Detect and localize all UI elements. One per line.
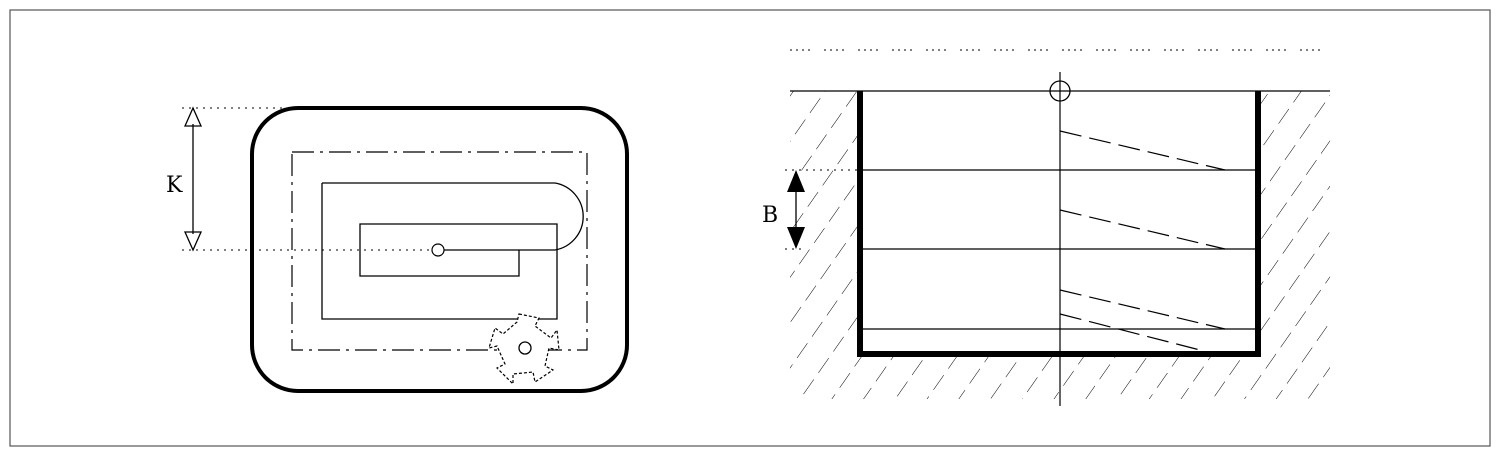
material-bottom-hatch bbox=[860, 354, 1258, 399]
k-arrow-down bbox=[183, 231, 203, 252]
tool-axis-marker bbox=[1049, 80, 1071, 102]
b-arrow-up bbox=[787, 170, 805, 192]
figure-frame bbox=[9, 9, 1491, 447]
tool-path-boundary bbox=[291, 151, 588, 351]
pocket-section-view: B bbox=[762, 49, 1330, 406]
b-arrow-down bbox=[787, 227, 805, 249]
spiral-outer-loop bbox=[321, 183, 558, 320]
ramp-4 bbox=[1059, 313, 1201, 351]
pocket-walls bbox=[857, 91, 1261, 357]
pocket-top-view: K bbox=[166, 106, 629, 393]
ramp-2 bbox=[1059, 209, 1226, 250]
material-right-hatch bbox=[1258, 91, 1330, 399]
start-point-marker bbox=[431, 243, 445, 257]
spiral-tool-path bbox=[322, 182, 584, 251]
ramp-3 bbox=[1059, 289, 1226, 330]
ramp-1 bbox=[1059, 130, 1226, 171]
cutter-icon bbox=[488, 313, 560, 386]
k-label: K bbox=[166, 173, 183, 198]
material-left-hatch bbox=[790, 91, 860, 399]
b-label: B bbox=[762, 203, 778, 228]
k-arrow-up bbox=[183, 106, 203, 127]
